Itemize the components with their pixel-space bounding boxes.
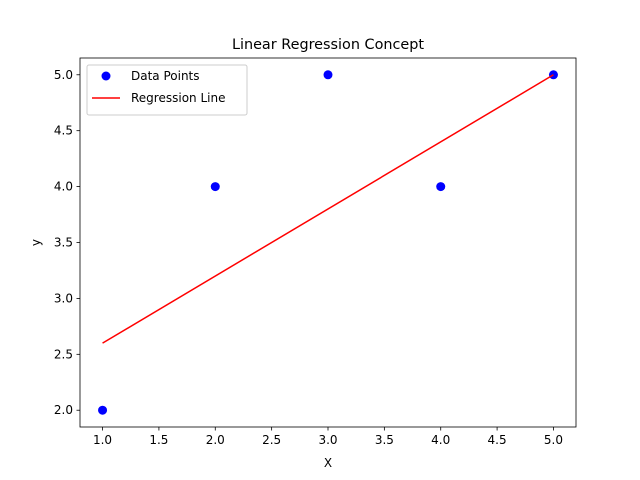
y-tick-label: 3.0 <box>54 291 73 305</box>
x-tick-label: 1.5 <box>149 433 168 447</box>
data-point <box>210 182 220 192</box>
data-point <box>323 70 333 80</box>
x-tick-label: 2.5 <box>262 433 281 447</box>
x-tick-label: 4.0 <box>431 433 450 447</box>
legend: Data Points Regression Line <box>86 64 248 116</box>
x-tick-label: 2.0 <box>206 433 225 447</box>
chart-title: Linear Regression Concept <box>232 37 424 53</box>
y-tick-label: 4.0 <box>54 180 73 194</box>
legend-label-data-points: Data Points <box>131 69 200 83</box>
x-tick-label: 3.5 <box>375 433 394 447</box>
y-tick-label: 5.0 <box>54 68 73 82</box>
x-tick-label: 4.5 <box>488 433 507 447</box>
y-tick-label: 4.5 <box>54 124 73 138</box>
y-tick-label: 3.5 <box>54 236 73 250</box>
data-point <box>436 182 446 192</box>
x-tick-label: 1.0 <box>93 433 112 447</box>
legend-marker-data-points <box>101 71 111 81</box>
data-point <box>98 405 108 415</box>
y-tick-label: 2.5 <box>54 347 73 361</box>
regression-line <box>102 74 554 344</box>
x-tick-label: 3.0 <box>318 433 337 447</box>
plot-layer <box>98 70 558 415</box>
legend-label-regression-line: Regression Line <box>131 91 225 105</box>
ticks-layer: 1.0 1.5 2.0 2.5 3.0 3.5 4.0 4.5 5.0 2.0 2.5 3.0 3.5 4… <box>54 68 563 447</box>
legend-box <box>86 64 248 116</box>
y-tick-label: 2.0 <box>54 403 73 417</box>
x-axis-label: X <box>324 456 332 470</box>
x-tick-label: 5.0 <box>544 433 563 447</box>
y-axis-label: y <box>29 239 43 246</box>
